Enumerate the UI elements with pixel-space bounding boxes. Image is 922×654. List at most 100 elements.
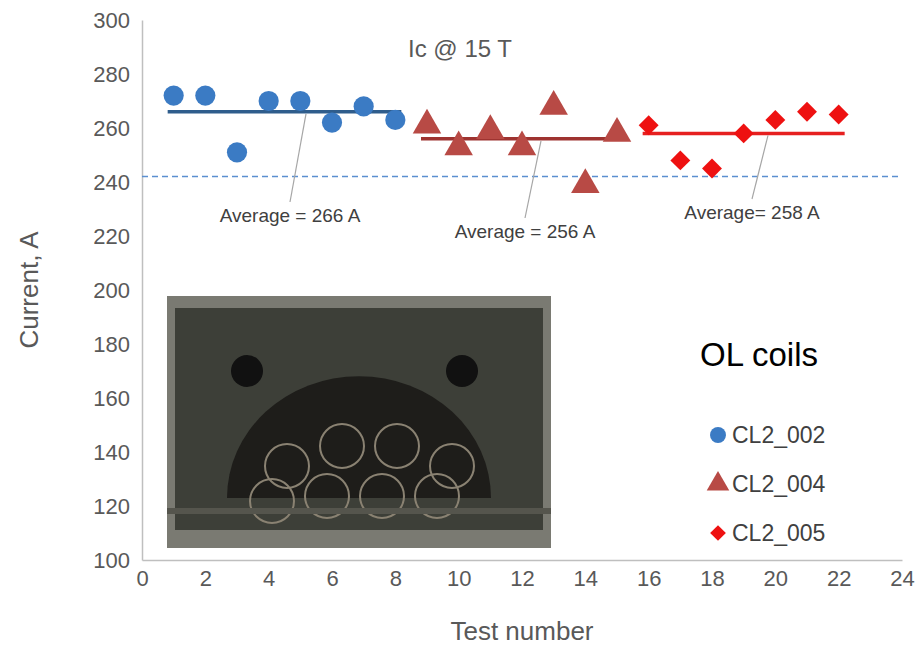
inset-photo	[167, 296, 551, 548]
x-tick-label: 24	[890, 566, 914, 591]
y-axis: 100 120 140 160 180 200 220 240 260 280 300	[93, 8, 142, 573]
reference-line	[142, 176, 902, 178]
y-tick: 240	[93, 170, 142, 195]
y-tick: 200	[93, 278, 142, 303]
x-tick-label: 16	[637, 566, 661, 591]
legend-marker	[710, 427, 726, 443]
photo-bg	[167, 296, 551, 548]
data-point	[322, 113, 342, 133]
y-tick: 100	[93, 548, 142, 573]
y-tick: 160	[93, 386, 142, 411]
x-axis: 024681012141618202224	[136, 560, 914, 591]
y-tick-label: 200	[93, 278, 130, 303]
data-point	[765, 110, 785, 130]
data-point	[539, 90, 568, 115]
y-tick-label: 240	[93, 170, 130, 195]
y-tick-label: 220	[93, 224, 130, 249]
x-tick-label: 6	[326, 566, 338, 591]
y-tick-label: 280	[93, 62, 130, 87]
data-point	[476, 114, 505, 139]
x-tick: 8	[390, 560, 402, 591]
legend-marker	[710, 525, 726, 541]
x-tick-label: 18	[700, 566, 724, 591]
data-point	[670, 150, 690, 170]
x-tick-label: 4	[263, 566, 275, 591]
y-tick-label: 120	[93, 494, 130, 519]
y-tick-label: 300	[93, 8, 130, 33]
x-axis-title: Test number	[450, 616, 593, 646]
photo-tube	[430, 444, 474, 488]
photo-block	[175, 308, 543, 530]
y-tick: 140	[93, 440, 142, 465]
average-label: Average = 256 A	[455, 221, 596, 242]
data-point	[290, 91, 310, 111]
y-axis-line	[142, 21, 144, 561]
leader-line	[290, 114, 306, 202]
title: Ic @ 15 T	[408, 35, 512, 62]
x-tick-label: 2	[200, 566, 212, 591]
x-tick-label: 22	[827, 566, 851, 591]
data-point	[829, 105, 849, 125]
y-tick: 300	[93, 8, 142, 33]
y-tick: 220	[93, 224, 142, 249]
photo-band	[167, 508, 551, 514]
photo-tube	[375, 424, 419, 468]
x-tick: 10	[447, 560, 471, 591]
x-tick: 6	[326, 560, 338, 591]
data-point	[797, 102, 817, 122]
x-tick: 14	[574, 560, 598, 591]
data-point	[227, 142, 247, 162]
legend-marker	[707, 471, 730, 491]
x-tick: 12	[510, 560, 534, 591]
x-tick: 4	[263, 560, 275, 591]
x-axis-line	[143, 560, 903, 562]
x-tick-label: 10	[447, 566, 471, 591]
x-tick: 20	[764, 560, 788, 591]
y-tick-label: 160	[93, 386, 130, 411]
chart: 0246810121416182022241001201401601802002…	[0, 0, 922, 654]
legend: CL2_002 CL2_004 CL2_005	[707, 422, 826, 546]
y-tick: 180	[93, 332, 142, 357]
x-tick-label: 8	[390, 566, 402, 591]
x-tick-label: 12	[510, 566, 534, 591]
data-point	[413, 109, 442, 134]
y-tick-label: 180	[93, 332, 130, 357]
data-point	[259, 91, 279, 111]
data-point	[734, 123, 754, 143]
x-tick-label: 20	[764, 566, 788, 591]
legend-label: CL2_002	[732, 422, 825, 448]
data-point	[354, 96, 374, 116]
y-tick-label: 260	[93, 116, 130, 141]
data-point	[195, 86, 215, 106]
legend-label: CL2_004	[732, 471, 826, 497]
photo-tube	[250, 479, 294, 523]
average-label: Average = 266 A	[220, 205, 361, 226]
x-tick: 16	[637, 560, 661, 591]
x-tick: 18	[700, 560, 724, 591]
leader-line	[752, 135, 768, 199]
x-tick-label: 0	[136, 566, 148, 591]
annotation: OL coils	[700, 336, 818, 373]
data-point	[164, 86, 184, 106]
y-tick-label: 100	[93, 548, 130, 573]
x-tick: 22	[827, 560, 851, 591]
legend-label: CL2_005	[732, 520, 825, 546]
average-label: Average= 258 A	[684, 202, 820, 223]
leader-line	[525, 141, 541, 218]
x-tick: 24	[890, 560, 914, 591]
y-tick-label: 140	[93, 440, 130, 465]
data-point	[508, 130, 537, 155]
data-point	[702, 159, 722, 179]
photo-tube	[265, 444, 309, 488]
marks	[142, 86, 902, 193]
data-point	[444, 130, 473, 155]
data-point	[571, 168, 600, 193]
y-tick: 120	[93, 494, 142, 519]
photo-hole	[446, 355, 478, 387]
y-tick: 260	[93, 116, 142, 141]
x-tick-label: 14	[574, 566, 598, 591]
y-axis-title: Current, A	[14, 231, 44, 349]
x-tick: 0	[136, 560, 148, 591]
photo-hole	[231, 355, 263, 387]
photo-tube	[320, 424, 364, 468]
